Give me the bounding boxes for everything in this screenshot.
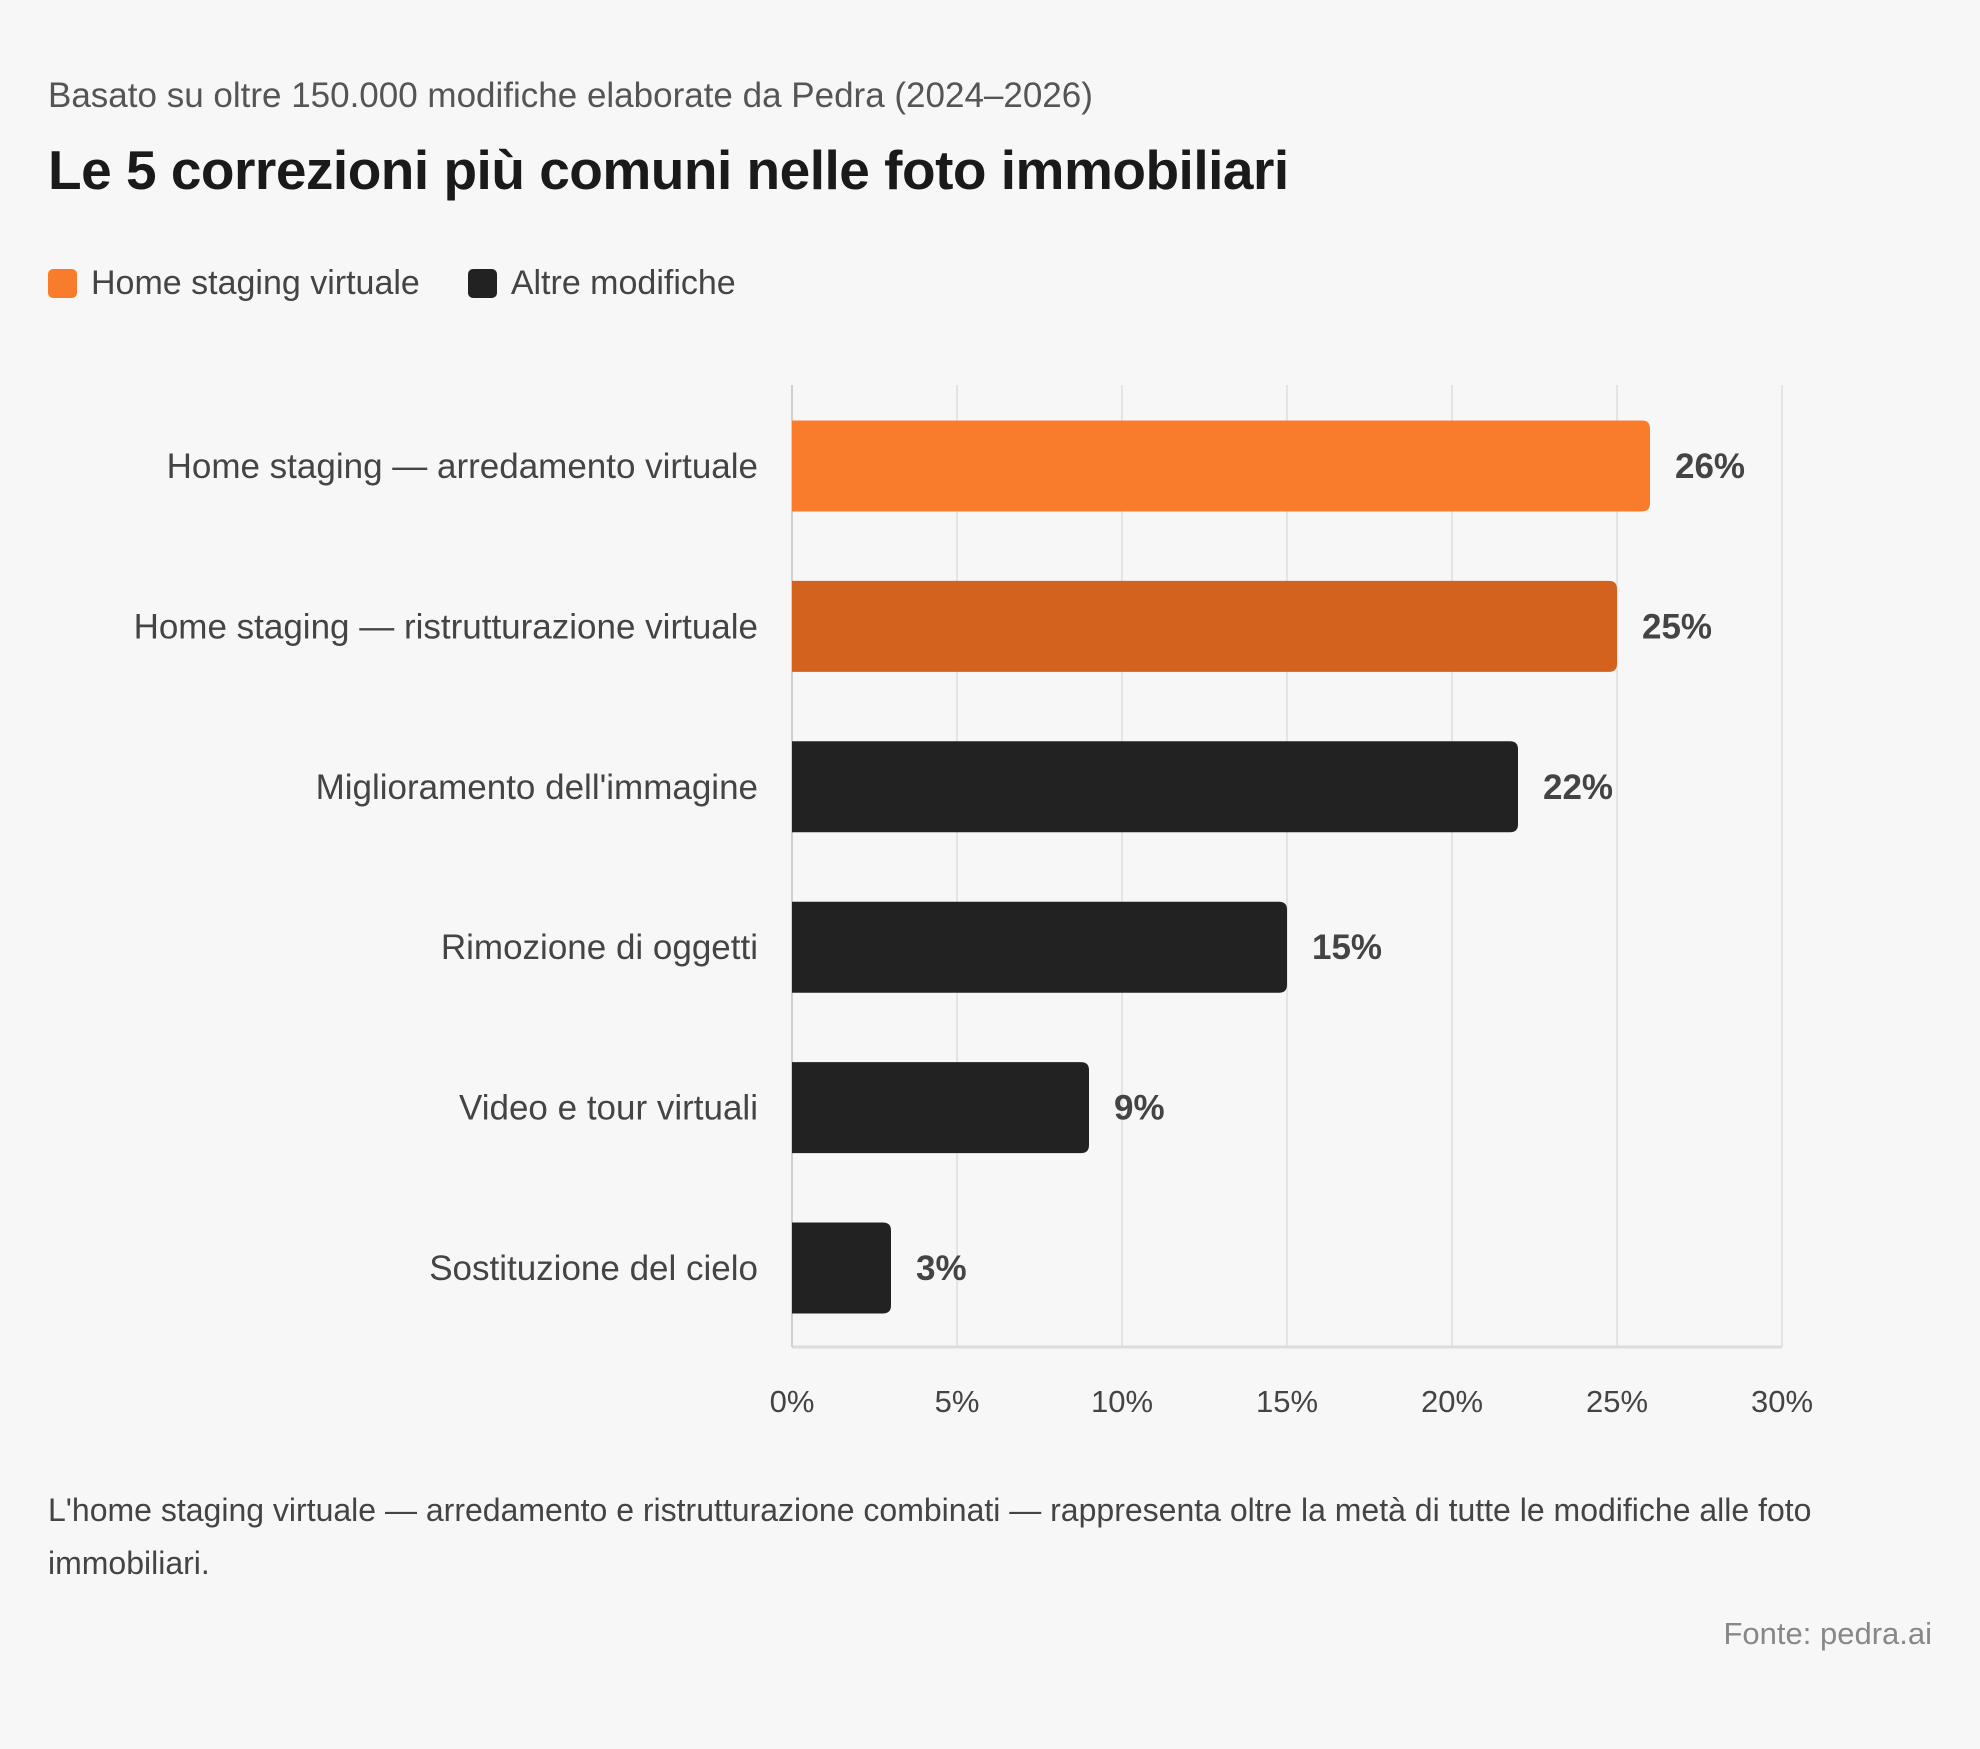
bar [792,420,1650,512]
chart-subtitle: Basato su oltre 150.000 modifiche elabor… [48,76,1093,115]
legend-swatch [48,269,77,298]
category-label: Home staging — ristrutturazione virtuale [134,607,758,646]
source-note: Fonte: pedra.ai [1723,1616,1932,1651]
bar [792,1222,891,1314]
category-label: Video e tour virtuali [459,1089,758,1128]
value-label: 25% [1642,607,1712,646]
x-tick-label: 5% [935,1384,980,1419]
chart-title: Le 5 correzioni più comuni nelle foto im… [48,139,1289,201]
x-tick-label: 20% [1421,1384,1483,1419]
legend-item-home-staging: Home staging virtuale [48,264,420,303]
value-label: 15% [1312,928,1382,967]
legend-label: Home staging virtuale [91,264,420,302]
bar [792,901,1287,993]
category-label: Home staging — arredamento virtuale [167,447,758,486]
x-tick-label: 15% [1256,1384,1318,1419]
category-label: Sostituzione del cielo [429,1249,758,1288]
value-label: 9% [1114,1089,1165,1128]
footnote: L'home staging virtuale — arredamento e … [48,1492,1812,1581]
x-tick-label: 10% [1091,1384,1153,1419]
bar [792,580,1617,672]
legend: Home staging virtuale Altre modifiche [48,264,784,303]
legend-label: Altre modifiche [510,264,736,302]
value-label: 3% [916,1249,967,1288]
category-label: Rimozione di oggetti [441,928,758,967]
x-tick-label: 25% [1586,1384,1648,1419]
bar [792,741,1518,833]
x-tick-label: 30% [1751,1384,1813,1419]
legend-swatch [467,269,497,298]
bar [792,1062,1089,1154]
category-label: Miglioramento dell'immagine [316,768,758,807]
value-label: 22% [1543,768,1613,807]
value-label: 26% [1675,447,1745,486]
x-tick-label: 0% [770,1384,815,1419]
legend-item-other: Altre modifiche [467,264,736,303]
